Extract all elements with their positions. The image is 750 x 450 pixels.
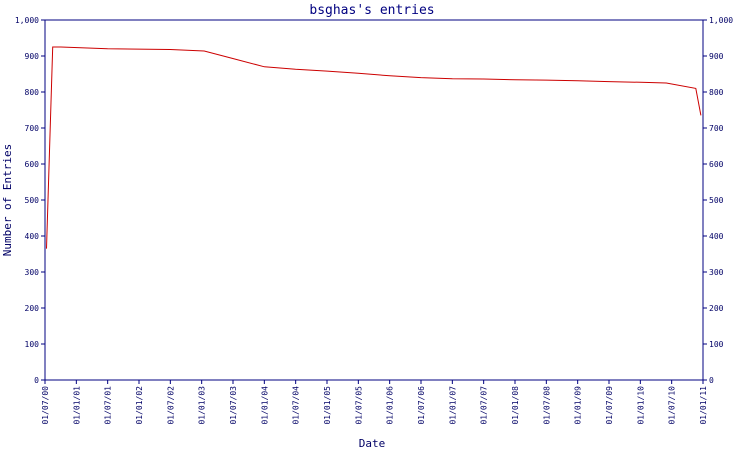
x-tick-label: 01/01/01 [72,386,81,425]
x-tick-label: 01/07/09 [605,386,614,425]
x-tick-label: 01/01/05 [323,386,332,425]
right-y-tick-label: 0 [709,376,714,385]
x-tick-label: 01/07/05 [354,386,363,425]
right-y-tick-label: 100 [709,340,724,349]
right-y-tick-label: 900 [709,52,724,61]
x-tick-label: 01/07/06 [417,386,426,425]
x-tick-label: 01/01/08 [511,386,520,425]
left-y-tick-label: 400 [25,232,40,241]
right-y-tick-label: 300 [709,268,724,277]
x-tick-label: 01/07/03 [229,386,238,425]
x-tick-label: 01/07/02 [166,386,175,425]
left-y-axis: 0 100 200 300 400 500 600 700 800 900 1,000 [15,16,45,385]
left-y-tick-label: 500 [25,196,40,205]
x-tick-label: 01/01/04 [260,386,269,425]
left-y-tick-label: 300 [25,268,40,277]
right-y-tick-label: 600 [709,160,724,169]
chart-title: bsghas's entries [309,3,434,18]
x-tick-label: 01/01/10 [636,386,645,425]
x-tick-label: 01/01/07 [448,386,457,425]
x-axis: 01/07/00 01/01/01 01/07/01 01/01/02 01/07/02… [41,380,708,425]
x-tick-label: 01/07/10 [668,386,677,425]
x-tick-label: 01/01/11 [699,386,708,425]
left-y-tick-label: 900 [25,52,40,61]
x-tick-label: 01/07/04 [292,386,301,425]
right-y-tick-label: 1,000 [709,16,733,25]
x-tick-label: 01/01/03 [198,386,207,425]
y-axis-title: Number of Entries [1,144,14,257]
left-y-tick-label: 100 [25,340,40,349]
series-line [46,46,702,249]
left-y-tick-label: 700 [25,124,40,133]
x-tick-label: 01/01/06 [386,386,395,425]
right-y-tick-label: 200 [709,304,724,313]
right-y-axis: 0 100 200 300 400 500 600 700 800 900 1,000 [703,16,733,385]
x-tick-label: 01/07/00 [41,386,50,425]
x-tick-label: 01/01/02 [135,386,144,425]
left-y-tick-label: 600 [25,160,40,169]
x-tick-label: 01/07/07 [480,386,489,425]
left-y-tick-label: 800 [25,88,40,97]
left-y-tick-label: 0 [34,376,39,385]
x-tick-label: 01/07/01 [104,386,113,425]
right-y-tick-label: 800 [709,88,724,97]
left-y-tick-label: 1,000 [15,16,39,25]
left-y-tick-label: 200 [25,304,40,313]
x-tick-label: 01/01/09 [574,386,583,425]
right-y-tick-label: 500 [709,196,724,205]
x-tick-label: 01/07/08 [542,386,551,425]
right-y-tick-label: 700 [709,124,724,133]
right-y-tick-label: 400 [709,232,724,241]
x-axis-title: Date [359,437,386,450]
series-layer [46,46,702,249]
